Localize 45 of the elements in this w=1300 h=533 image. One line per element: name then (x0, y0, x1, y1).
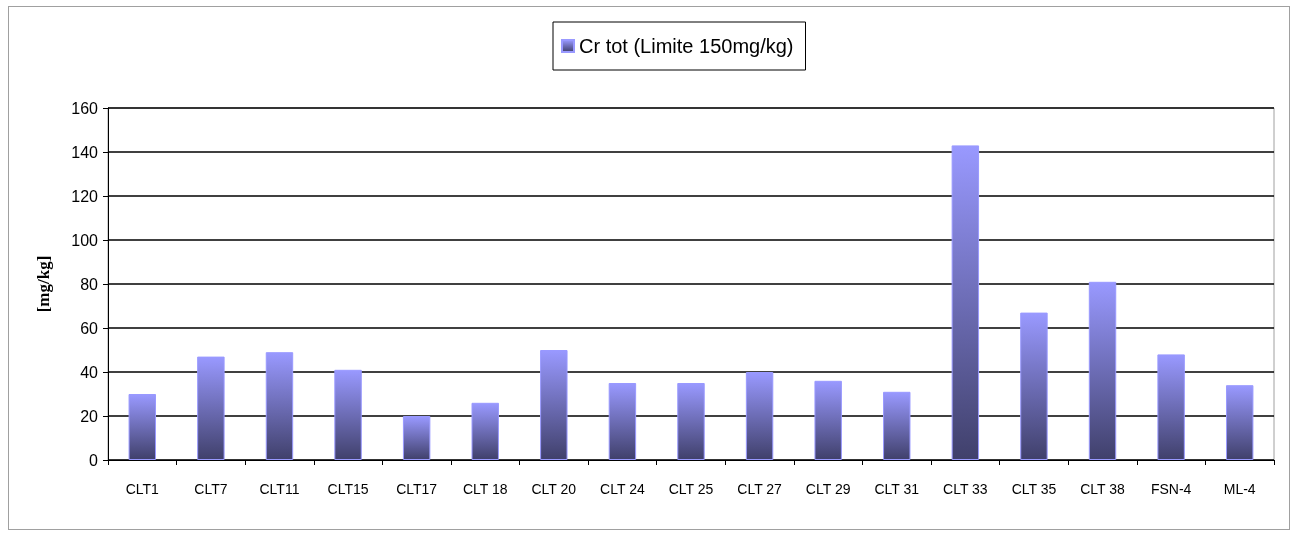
bar (128, 394, 157, 460)
legend-label: Cr tot (Limite 150mg/kg) (579, 35, 794, 57)
x-tick-label: CLT 38 (1080, 481, 1126, 497)
bar (540, 350, 568, 460)
x-tick-label: CLT15 (327, 481, 369, 497)
y-tick-label: 100 (71, 231, 99, 249)
bar (951, 145, 980, 460)
x-tick-label: CLT1 (125, 481, 160, 497)
bar (677, 383, 705, 460)
bar (471, 402, 499, 460)
y-tick-label: 60 (80, 319, 99, 337)
x-tick-label: CLT 29 (805, 481, 851, 497)
x-tick-label: CLT 33 (943, 481, 988, 497)
bar (197, 356, 225, 460)
y-tick-label: 120 (71, 187, 99, 205)
bar (883, 391, 911, 460)
x-tick-label: CLT17 (396, 481, 438, 497)
bar (402, 416, 431, 460)
y-tick-label: 160 (71, 99, 99, 117)
y-axis-title: [mg/kg] (34, 255, 53, 313)
bar (814, 380, 842, 460)
x-tick-label: CLT 31 (874, 481, 920, 497)
x-tick-label: CLT11 (259, 481, 300, 497)
x-tick-label: CLT 27 (737, 481, 783, 497)
x-tick-label: CLT 18 (462, 481, 508, 497)
y-tick-label: 80 (80, 275, 99, 293)
bar (608, 383, 637, 460)
bar (1088, 281, 1117, 460)
bar (1157, 354, 1185, 460)
y-tick-label: 140 (71, 143, 99, 161)
x-tick-label: CLT 25 (668, 481, 714, 497)
x-tick-label: CLT 35 (1011, 481, 1057, 497)
x-tick-label: ML-4 (1223, 481, 1256, 497)
bar (334, 369, 362, 460)
x-tick-label: CLT 24 (600, 481, 645, 497)
x-tick-label: CLT7 (194, 481, 228, 497)
bar (265, 352, 294, 460)
x-tick-label: FSN-4 (1150, 481, 1192, 497)
bar (1225, 385, 1254, 460)
y-tick-label: 20 (80, 407, 99, 425)
bar (1020, 312, 1048, 460)
y-tick-label: 40 (80, 363, 99, 381)
bar (745, 372, 774, 460)
y-tick-label: 0 (89, 451, 99, 469)
x-tick-label: CLT 20 (531, 481, 577, 497)
